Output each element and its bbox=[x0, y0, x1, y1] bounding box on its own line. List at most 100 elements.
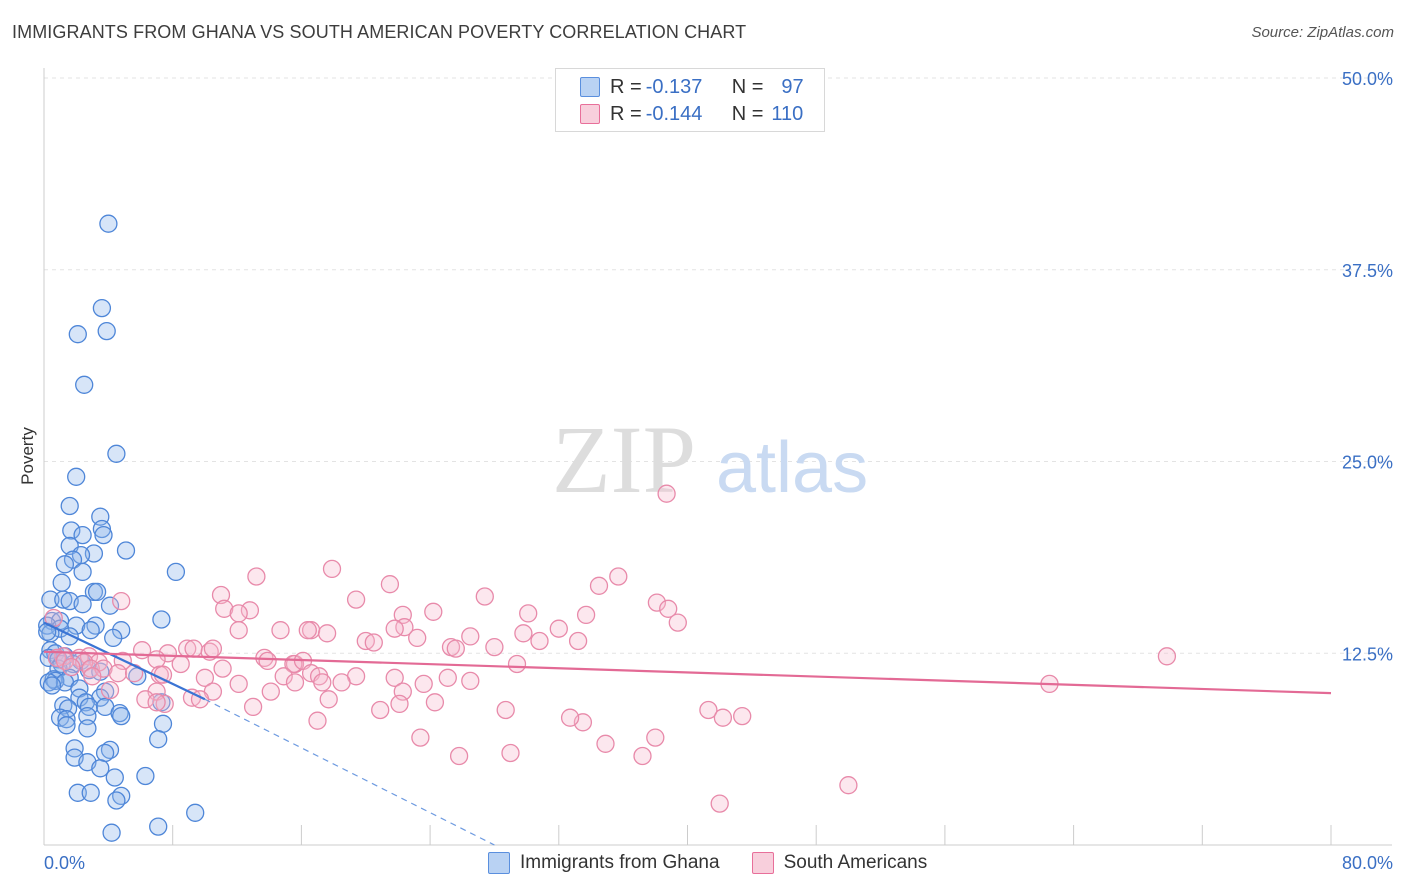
data-point bbox=[52, 573, 71, 592]
data-point bbox=[186, 803, 205, 822]
data-point bbox=[112, 591, 131, 611]
source-credit: Source: ZipAtlas.com bbox=[1251, 24, 1394, 41]
data-point bbox=[211, 585, 231, 605]
data-point bbox=[75, 375, 94, 394]
data-point bbox=[153, 714, 173, 733]
data-point bbox=[149, 817, 168, 836]
data-point bbox=[104, 628, 123, 648]
x-tick-label-min: 0.0% bbox=[44, 853, 85, 873]
data-point bbox=[81, 621, 100, 640]
data-point bbox=[1157, 647, 1177, 666]
legend-label-south-americans: South Americans bbox=[783, 852, 928, 873]
data-point bbox=[68, 325, 87, 344]
legend-r-label: R = bbox=[610, 75, 642, 98]
watermark-atlas: atlas bbox=[716, 428, 868, 508]
data-point bbox=[158, 644, 178, 663]
data-point bbox=[371, 700, 390, 720]
data-point bbox=[414, 674, 433, 694]
data-point bbox=[108, 664, 128, 683]
data-point bbox=[647, 593, 667, 612]
data-point bbox=[91, 759, 110, 778]
chart-title: IMMIGRANTS FROM GHANA VS SOUTH AMERICAN … bbox=[12, 22, 747, 42]
data-point bbox=[285, 673, 305, 692]
data-point bbox=[713, 708, 733, 727]
data-point bbox=[54, 590, 73, 609]
data-point bbox=[112, 706, 131, 726]
data-point bbox=[733, 706, 752, 726]
data-point bbox=[195, 668, 215, 687]
data-point bbox=[507, 654, 527, 674]
data-point bbox=[116, 541, 136, 560]
data-point bbox=[147, 693, 166, 712]
data-point bbox=[229, 674, 248, 694]
data-point bbox=[668, 613, 687, 632]
data-point bbox=[147, 650, 166, 669]
data-point bbox=[203, 639, 223, 658]
data-point bbox=[560, 708, 580, 727]
legend-n-value: 110 bbox=[771, 102, 804, 125]
data-point bbox=[110, 703, 129, 723]
data-point bbox=[247, 567, 266, 586]
data-point bbox=[107, 791, 126, 810]
data-point bbox=[60, 627, 79, 646]
data-point bbox=[39, 673, 58, 692]
data-point bbox=[171, 654, 190, 674]
data-point bbox=[271, 621, 290, 640]
data-point bbox=[83, 667, 102, 686]
data-point bbox=[496, 700, 515, 720]
data-point bbox=[41, 590, 60, 609]
data-point bbox=[152, 610, 171, 629]
legend-n-value: 97 bbox=[781, 75, 804, 98]
data-point bbox=[100, 680, 120, 700]
data-point bbox=[78, 719, 97, 738]
data-point bbox=[68, 783, 87, 802]
data-point bbox=[65, 739, 84, 758]
data-point bbox=[67, 467, 86, 486]
data-point bbox=[97, 321, 116, 341]
data-point bbox=[699, 700, 718, 720]
legend-swatch-blue bbox=[580, 77, 600, 97]
data-point bbox=[62, 521, 81, 540]
data-point bbox=[166, 562, 186, 582]
series-legend: Immigrants from Ghana South Americans bbox=[488, 852, 959, 874]
data-point bbox=[514, 624, 533, 643]
y-tick-label: 37.5% bbox=[1342, 261, 1393, 281]
data-point bbox=[576, 605, 596, 625]
data-point bbox=[659, 599, 678, 618]
data-point bbox=[475, 587, 494, 606]
data-point bbox=[449, 746, 469, 766]
data-point bbox=[55, 555, 75, 574]
data-point bbox=[609, 567, 628, 586]
correlation-legend: R = -0.137 N = 97 R = -0.144 N = 110 bbox=[555, 68, 825, 132]
data-point bbox=[60, 496, 79, 516]
y-axis-label: Poverty bbox=[18, 427, 37, 485]
legend-item-south-americans[interactable]: South Americans bbox=[751, 852, 928, 874]
data-point bbox=[229, 621, 248, 640]
data-point bbox=[92, 519, 112, 539]
legend-swatch-pink bbox=[751, 852, 774, 874]
data-point bbox=[633, 746, 652, 766]
data-point bbox=[549, 619, 568, 638]
data-point bbox=[73, 562, 92, 582]
data-point bbox=[105, 768, 124, 787]
y-tick-label: 12.5% bbox=[1342, 644, 1393, 664]
data-point bbox=[446, 639, 465, 658]
data-point bbox=[94, 525, 113, 545]
legend-row-ghana: R = -0.137 N = 97 bbox=[580, 74, 804, 100]
data-point bbox=[136, 690, 155, 709]
data-point bbox=[149, 730, 168, 749]
data-point bbox=[657, 484, 676, 503]
data-point bbox=[215, 599, 234, 618]
data-point bbox=[87, 582, 107, 602]
watermark-zip: ZIP bbox=[552, 406, 696, 513]
data-point bbox=[380, 575, 400, 594]
legend-n-label: N = bbox=[731, 102, 764, 125]
data-point bbox=[42, 676, 62, 695]
data-point bbox=[95, 743, 115, 763]
data-point bbox=[424, 602, 443, 621]
data-point bbox=[153, 665, 173, 684]
trend-lines bbox=[43, 621, 1332, 846]
data-point bbox=[102, 823, 121, 842]
legend-item-ghana[interactable]: Immigrants from Ghana bbox=[488, 852, 720, 874]
x-tick-label-max: 80.0% bbox=[1342, 853, 1393, 873]
